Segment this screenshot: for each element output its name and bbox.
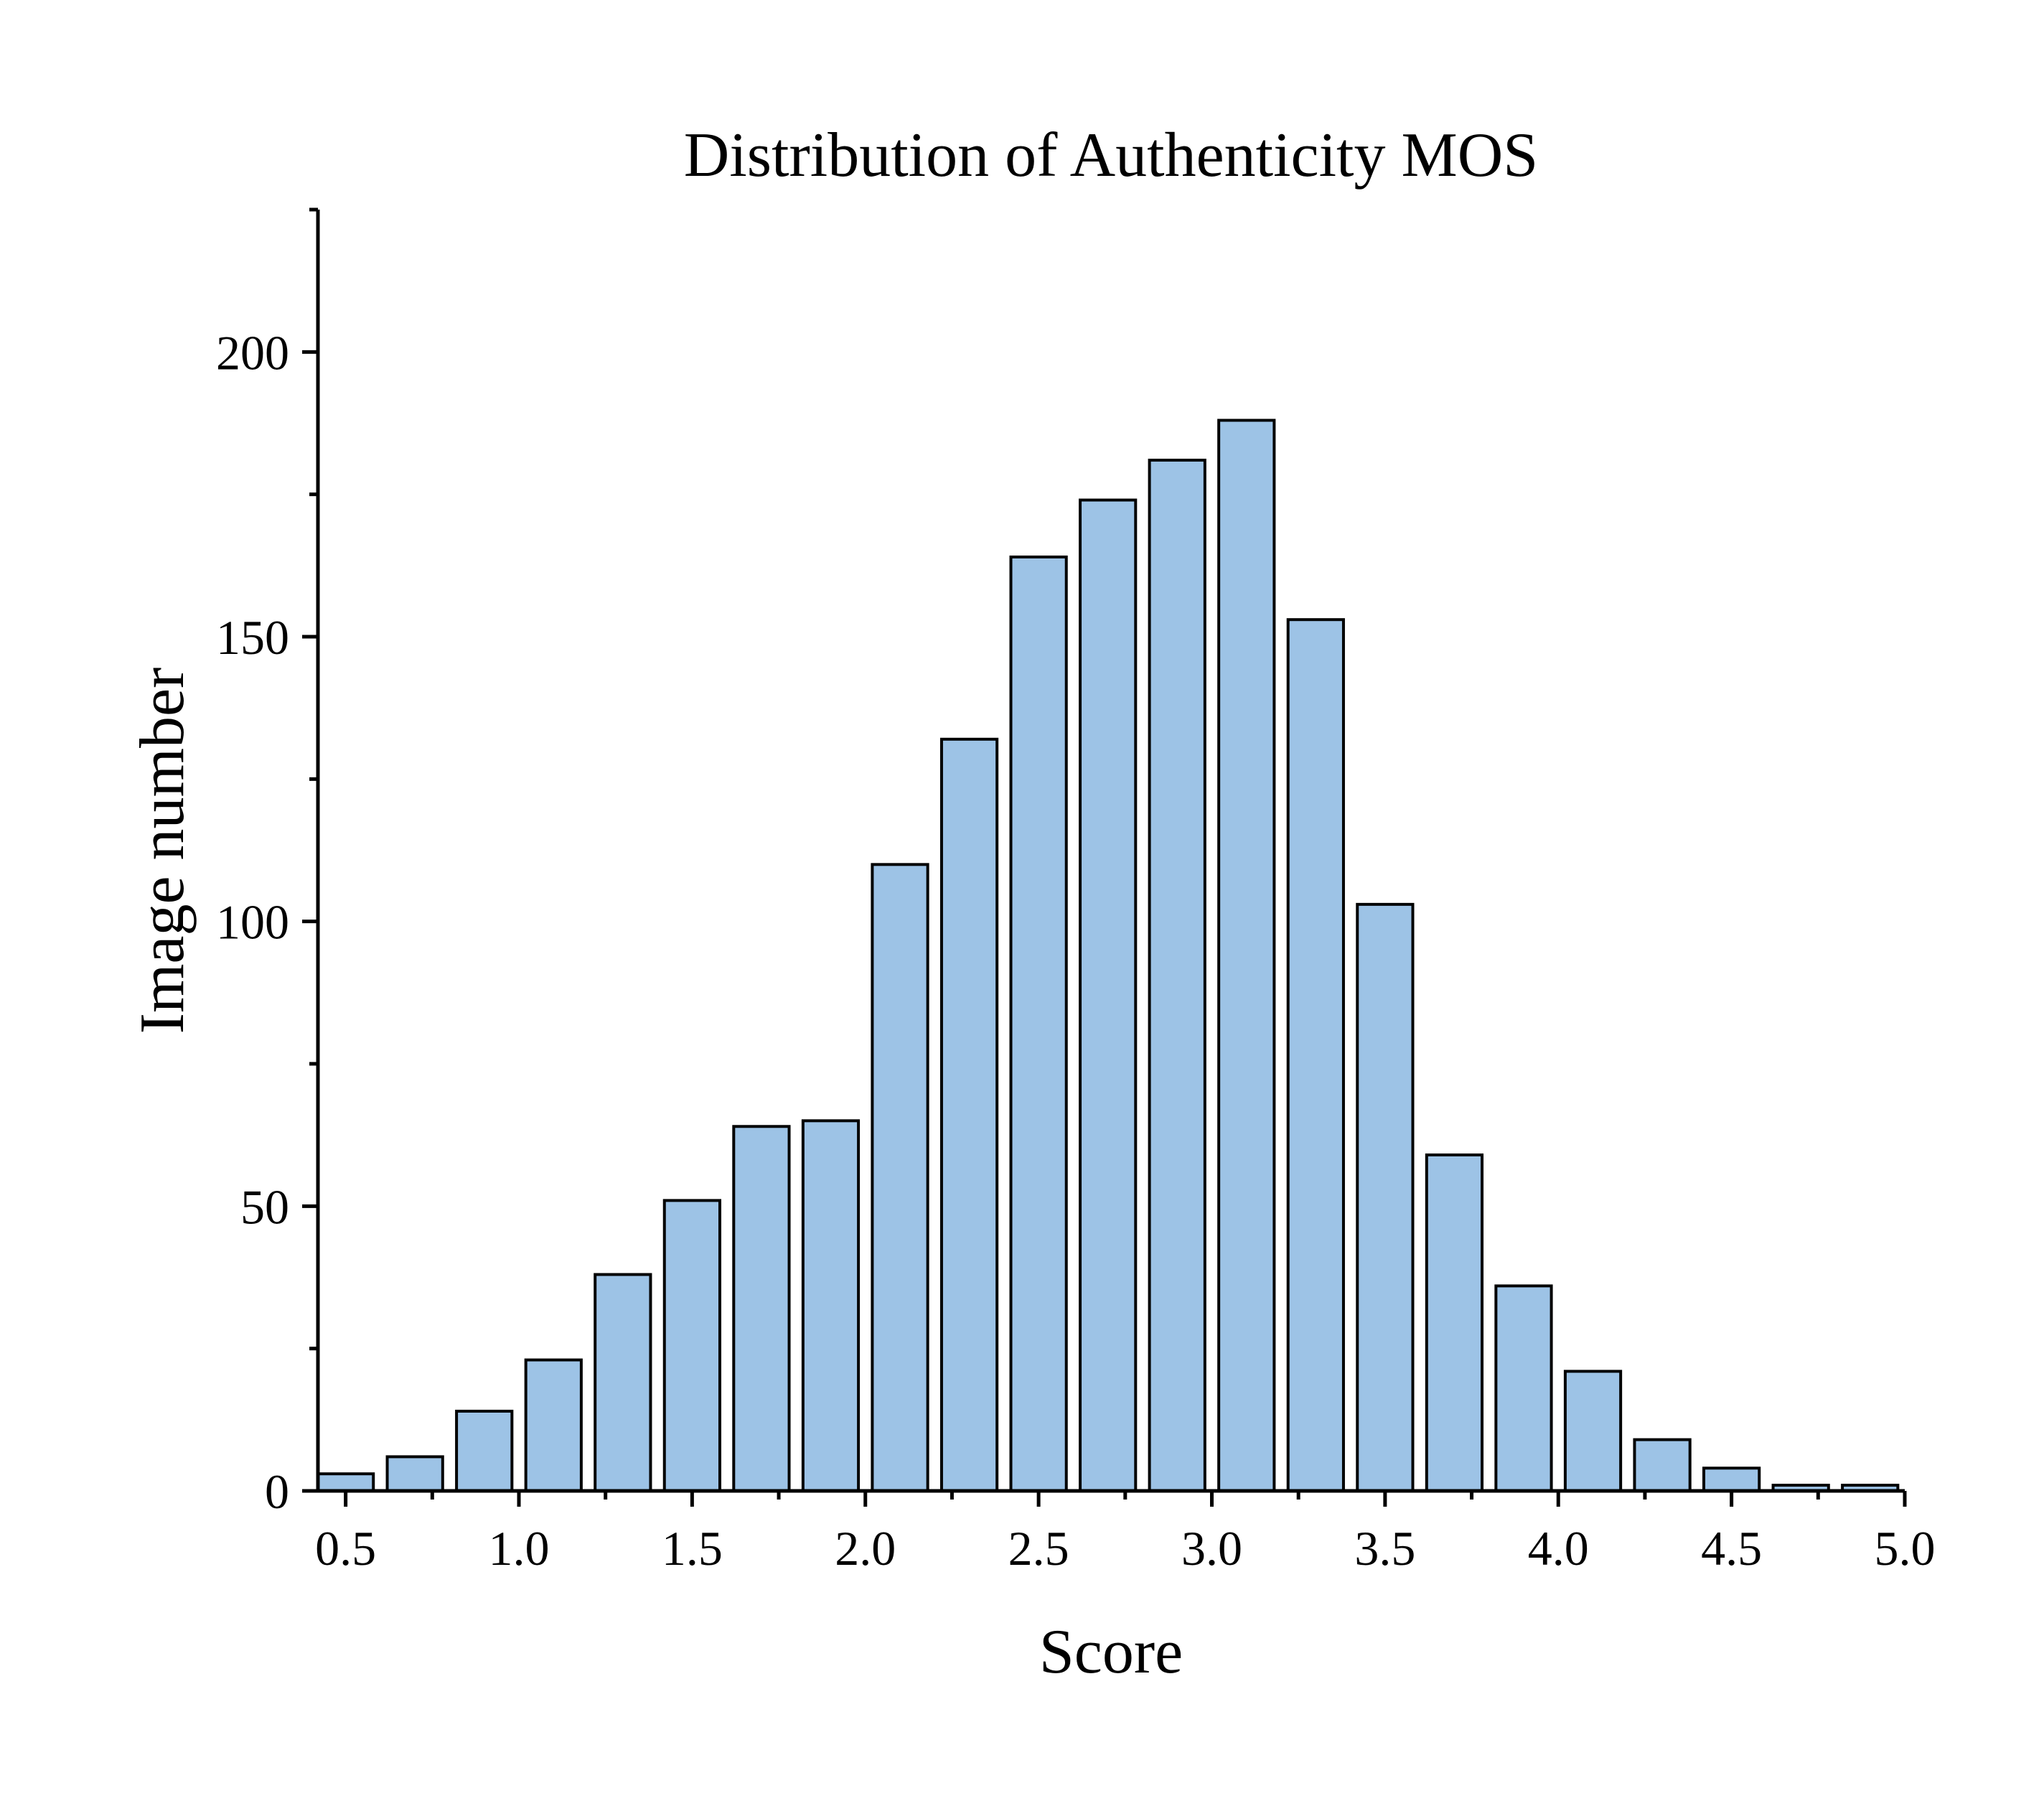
y-tick-label: 100 <box>216 895 289 950</box>
y-tick-label: 0 <box>265 1464 289 1519</box>
x-tick-label: 1.5 <box>662 1521 723 1576</box>
histogram-bar-5 <box>662 1199 721 1493</box>
ticks-layer <box>302 207 1907 1507</box>
histogram-bar-19 <box>1633 1438 1692 1492</box>
histogram-bar-16 <box>1425 1153 1484 1493</box>
histogram-bar-20 <box>1702 1466 1761 1493</box>
histogram-bar-2 <box>455 1409 514 1493</box>
y-tick-label: 200 <box>216 325 289 380</box>
chart-title: Distribution of Authenticity MOS <box>684 121 1538 190</box>
y-tick-label: 150 <box>216 610 289 665</box>
x-tick-label: 2.0 <box>835 1521 896 1576</box>
histogram-bar-7 <box>801 1119 861 1493</box>
x-axis-title: Score <box>1039 1617 1183 1687</box>
histogram-bar-3 <box>524 1358 583 1492</box>
histogram-bar-12 <box>1148 459 1206 1492</box>
x-tick-label: 0.5 <box>315 1521 376 1576</box>
histogram-bar-18 <box>1563 1370 1623 1493</box>
histogram-bar-15 <box>1356 902 1415 1493</box>
axes-layer <box>316 210 1905 1493</box>
x-tick-label: 4.0 <box>1528 1521 1589 1576</box>
histogram-bar-13 <box>1217 418 1276 1492</box>
bars-layer <box>317 418 1900 1493</box>
histogram-bar-11 <box>1079 498 1138 1492</box>
y-axis-title: Image number <box>128 668 197 1034</box>
x-tick-label: 5.0 <box>1875 1521 1936 1576</box>
histogram-bar-9 <box>939 737 999 1492</box>
x-tick-label: 3.5 <box>1354 1521 1415 1576</box>
y-tick-label: 50 <box>240 1179 289 1234</box>
x-tick-label: 4.5 <box>1701 1521 1762 1576</box>
histogram-bar-1 <box>385 1455 444 1493</box>
histogram-bar-17 <box>1494 1284 1553 1493</box>
histogram-bar-6 <box>732 1125 791 1493</box>
x-tick-label: 2.5 <box>1008 1521 1069 1576</box>
x-tick-label: 3.0 <box>1181 1521 1242 1576</box>
x-tick-label: 1.0 <box>488 1521 549 1576</box>
histogram-bar-10 <box>1009 555 1068 1492</box>
labels-layer: 0.5 1.0 1.5 2.0 2.5 3.0 3.5 4.0 4.5 5.0 0 50 100 150 2… <box>216 325 1936 1576</box>
histogram-bar-4 <box>594 1273 652 1492</box>
histogram-bar-0 <box>317 1472 375 1492</box>
histogram-bar-8 <box>871 863 929 1493</box>
histogram-bar-14 <box>1286 618 1345 1493</box>
